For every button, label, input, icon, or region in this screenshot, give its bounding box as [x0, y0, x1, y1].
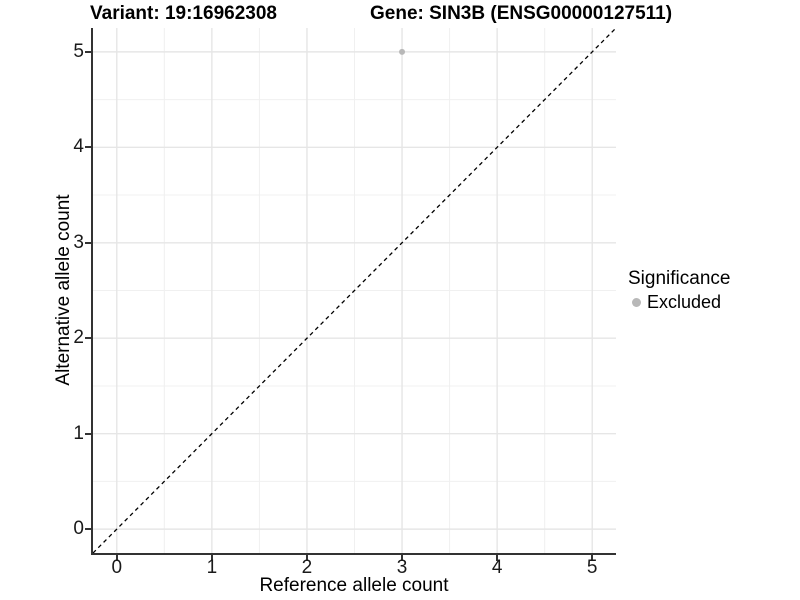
legend-title: Significance [628, 268, 731, 289]
x-tick-label: 3 [396, 557, 408, 578]
x-tick-mark [305, 555, 308, 561]
x-tick-label: 1 [206, 557, 218, 578]
x-axis-title: Reference allele count [259, 575, 449, 596]
x-tick-label: 0 [111, 557, 123, 578]
data-point-excluded [399, 48, 406, 55]
x-axis-line [91, 553, 616, 555]
plot-panel [93, 28, 616, 553]
x-tick-mark [496, 555, 499, 561]
plot-title-gene: Gene: SIN3B (ENSG00000127511) [370, 3, 673, 24]
y-tick-mark [85, 528, 91, 531]
plot-title-variant: Variant: 19:16962308 [90, 3, 277, 24]
y-tick-label: 5 [73, 40, 84, 62]
x-tick-label: 4 [491, 557, 503, 578]
y-tick-label: 1 [73, 422, 84, 444]
x-tick-mark [591, 555, 594, 561]
legend: Significance Excluded [628, 268, 730, 313]
y-tick-label: 4 [73, 136, 84, 158]
y-axis-line [91, 28, 93, 555]
y-tick-mark [85, 432, 91, 435]
y-tick-mark [85, 50, 91, 53]
plot-panel-canvas [93, 28, 616, 553]
y-tick-label: 0 [73, 518, 84, 540]
x-tick-label: 2 [301, 557, 313, 578]
x-tick-mark [401, 555, 404, 561]
x-tick-mark [210, 555, 213, 561]
legend-point-icon [632, 298, 641, 307]
x-tick-mark [115, 555, 118, 561]
y-tick-mark [85, 337, 91, 340]
legend-item-excluded: Excluded [632, 292, 730, 313]
x-tick-label: 5 [586, 557, 598, 578]
y-tick-mark [85, 146, 91, 149]
legend-item-label: Excluded [647, 292, 722, 312]
y-tick-label: 3 [73, 231, 84, 253]
y-tick-mark [85, 241, 91, 244]
identity-reference-line [93, 28, 616, 553]
y-tick-label: 2 [73, 327, 84, 349]
y-axis-title: Alternative allele count [53, 194, 74, 386]
